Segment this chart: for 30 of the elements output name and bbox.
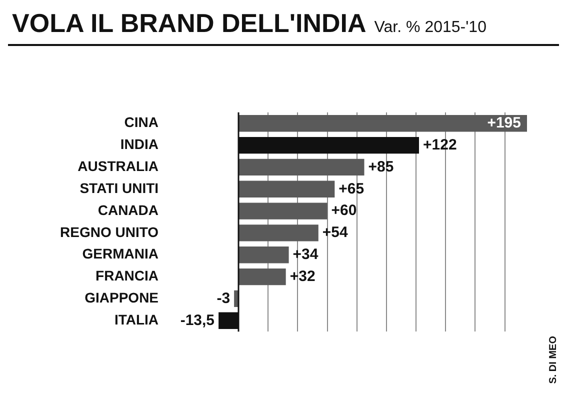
chart-subtitle: Var. % 2015-'10: [374, 19, 486, 37]
data-label: +65: [338, 180, 364, 198]
y-tick-label: STATI UNITI: [80, 180, 159, 196]
y-tick-label: ITALIA: [114, 312, 159, 328]
data-label: +60: [331, 202, 357, 220]
bar: [239, 268, 286, 286]
y-tick-label: FRANCIA: [96, 268, 159, 284]
bar: [239, 115, 527, 132]
y-tick-label: AUSTRALIA: [78, 158, 159, 174]
data-label: -3: [216, 290, 230, 307]
chart-title: VOLA IL BRAND DELL'INDIA: [12, 8, 366, 39]
text: S. DI MEO: [548, 336, 559, 384]
data-label: +85: [368, 158, 394, 176]
y-tick-label: INDIA: [120, 136, 159, 152]
bar: [239, 180, 335, 198]
data-label: +32: [290, 268, 316, 285]
data-label: +195: [487, 114, 521, 132]
bar: [239, 246, 289, 264]
data-label: +34: [292, 246, 319, 264]
data-label: -13,5: [180, 312, 215, 329]
y-tick-label: CINA: [124, 114, 159, 130]
data-label: +122: [422, 136, 457, 154]
y-tick-label: GERMANIA: [82, 246, 159, 262]
y-tick-label: GIAPPONE: [84, 290, 159, 306]
bar: [239, 202, 328, 220]
bar: [239, 224, 318, 242]
data-label: +54: [322, 224, 348, 242]
y-tick-label: CANADA: [98, 202, 159, 218]
y-tick-label: REGNO UNITO: [60, 224, 159, 240]
bar: [239, 158, 364, 176]
